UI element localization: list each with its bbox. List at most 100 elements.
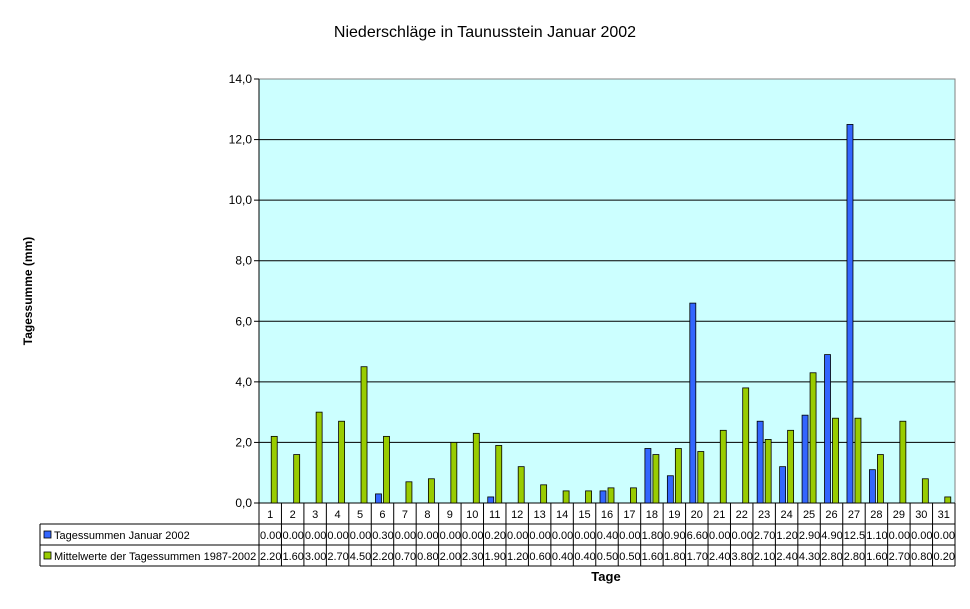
bar-mittelwert-15 [585,490,592,504]
data-label: 3.00 [305,551,326,563]
y-axis-label: Tagessumme (mm) [21,237,35,345]
x-tick-label: 7 [402,509,408,521]
bar-mittelwert-27 [854,417,862,504]
x-tick-label: 21 [713,509,725,521]
bar-mittelwert-13 [540,484,548,504]
bar-mittelwert-23 [764,438,772,504]
x-tick-label: 13 [534,509,546,521]
bar-mittelwert-31 [944,496,952,504]
legend-swatch-tagessumme [43,530,52,539]
data-label: 2.70 [327,551,348,563]
data-label: 0.20 [485,530,506,542]
data-label: 2.40 [776,551,797,563]
x-tick-label: 30 [915,509,927,521]
bar-tagessumme-28 [869,469,876,504]
bar-tagessumme-25 [801,414,809,504]
x-tick-label: 8 [424,509,430,521]
bar-mittelwert-14 [562,490,570,504]
data-label: 0.70 [395,551,416,563]
y-tick-label: 12,0 [229,133,253,147]
data-label: 2.30 [462,551,483,563]
x-tick-label: 26 [825,509,837,521]
x-tick-label: 23 [758,509,770,521]
bar-mittelwert-26 [832,417,839,504]
bar-mittelwert-1 [270,435,278,504]
bar-mittelwert-7 [405,481,413,504]
data-label: 0.00 [552,530,573,542]
bar-tagessumme-27 [846,124,854,504]
bar-mittelwert-2 [293,454,301,504]
data-label: 2.80 [821,551,842,563]
x-tick-label: 28 [870,509,882,521]
x-tick-label: 15 [578,509,590,521]
bar-tagessumme-26 [824,354,831,504]
x-tick-label: 22 [736,509,748,521]
bar-mittelwert-10 [472,432,480,504]
data-label: 0.00 [911,530,932,542]
x-tick-label: 3 [312,509,318,521]
data-label: 0.00 [574,530,595,542]
data-label: 2.10 [754,551,775,563]
bar-mittelwert-16 [607,487,615,504]
data-label: 0.80 [417,551,438,563]
data-label: 1.60 [866,551,887,563]
data-label: 2.20 [372,551,393,563]
data-label: 1.70 [687,551,708,563]
data-label: 0.40 [574,551,595,563]
y-tick-label: 0,0 [235,496,252,510]
x-tick-label: 6 [379,509,385,521]
data-label: 2.70 [889,551,910,563]
x-tick-label: 5 [357,509,363,521]
data-label: 0.00 [260,530,281,542]
data-label: 1.20 [776,530,797,542]
data-label: 0.00 [619,530,640,542]
data-label: 0.30 [372,530,393,542]
data-label: 6.60 [687,530,708,542]
data-label: 1.20 [507,551,528,563]
data-label: 1.60 [642,551,663,563]
data-label: 1.90 [485,551,506,563]
legend-label-mittelwert: Mittelwerte der Tagessummen 1987-2002 [54,551,256,563]
x-tick-label: 24 [780,509,792,521]
bar-tagessumme-16 [599,490,607,504]
bar-mittelwert-9 [450,442,458,504]
data-label: 4.90 [821,530,842,542]
x-tick-label: 9 [447,509,453,521]
bar-tagessumme-20 [689,302,697,504]
legend-label-tagessumme: Tagessummen Januar 2002 [54,530,190,542]
data-label: 2.70 [754,530,775,542]
data-label: 3.80 [731,551,752,563]
bar-tagessumme-11 [487,496,495,504]
x-tick-label: 17 [623,509,635,521]
data-label: 0.50 [597,551,618,563]
data-label: 4.50 [350,551,371,563]
x-tick-label: 12 [511,509,523,521]
bar-mittelwert-28 [877,454,884,504]
bar-mittelwert-3 [315,411,323,504]
bar-mittelwert-25 [809,372,817,504]
bar-tagessumme-23 [756,420,764,504]
x-tick-label: 20 [691,509,703,521]
bar-tagessumme-6 [375,493,382,504]
x-tick-label: 29 [893,509,905,521]
bar-tagessumme-18 [644,448,652,504]
x-tick-label: 16 [601,509,613,521]
data-label: 0.00 [462,530,483,542]
data-label: 2.80 [844,551,865,563]
data-label: 0.40 [597,530,618,542]
data-label: 0.00 [507,530,528,542]
data-label: 0.00 [327,530,348,542]
bar-mittelwert-4 [338,420,345,504]
data-label: 12.5 [844,530,865,542]
x-tick-label: 1 [267,509,273,521]
bar-mittelwert-19 [674,448,682,504]
x-tick-label: 31 [938,509,950,521]
data-label: 0.90 [664,530,685,542]
x-tick-label: 4 [335,509,341,521]
data-label: 0.00 [282,530,303,542]
bar-mittelwert-6 [383,435,390,504]
data-label: 1.80 [642,530,663,542]
data-label: 0.00 [529,530,550,542]
data-label: 0.00 [350,530,371,542]
x-tick-label: 10 [466,509,478,521]
